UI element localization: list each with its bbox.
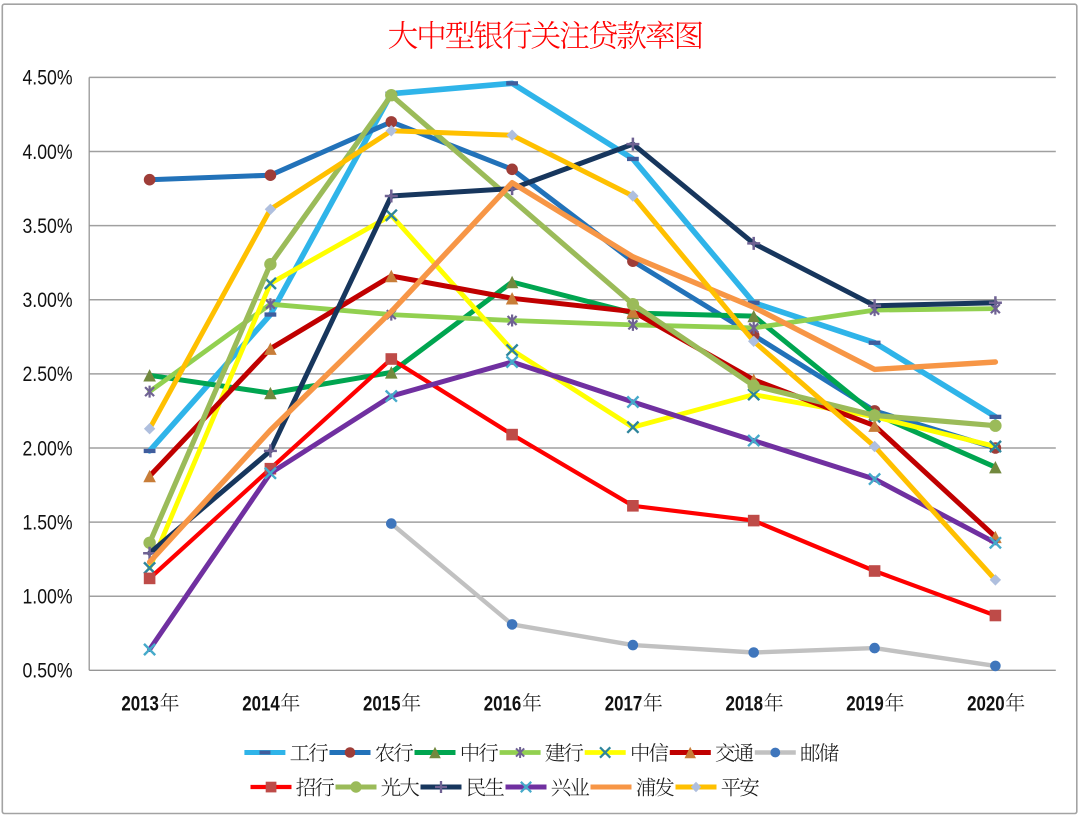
svg-text:1.50%: 1.50% — [23, 511, 73, 534]
svg-text:3.00%: 3.00% — [23, 289, 73, 312]
svg-text:2014: 2014 — [242, 693, 280, 716]
svg-text:1.00%: 1.00% — [23, 586, 73, 609]
svg-text:2.00%: 2.00% — [23, 437, 73, 460]
svg-text:3.50%: 3.50% — [23, 215, 73, 238]
svg-text:2.50%: 2.50% — [23, 363, 73, 386]
svg-text:4.50%: 4.50% — [23, 67, 73, 90]
svg-text:2019: 2019 — [846, 693, 884, 716]
svg-text:2020: 2020 — [967, 693, 1005, 716]
svg-text:2018: 2018 — [726, 693, 764, 716]
svg-text:2013: 2013 — [121, 693, 158, 716]
svg-text:2015: 2015 — [363, 693, 401, 716]
svg-text:0.50%: 0.50% — [23, 660, 73, 683]
svg-text:2017: 2017 — [605, 693, 643, 716]
svg-text:4.00%: 4.00% — [23, 141, 73, 164]
svg-text:2016: 2016 — [484, 693, 522, 716]
